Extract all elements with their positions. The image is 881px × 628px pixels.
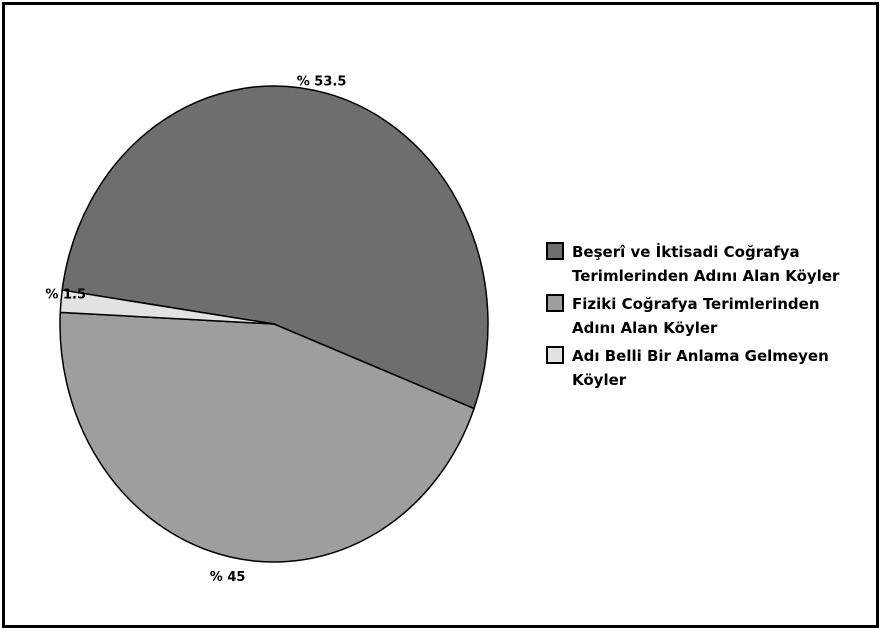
legend-label-line1: Beşerî ve İktisadi Coğrafya xyxy=(572,243,800,261)
legend-swatch xyxy=(546,242,564,260)
legend-swatch xyxy=(546,294,564,312)
legend-label-line2: Köyler xyxy=(572,371,627,389)
legend-label-line1: Fiziki Coğrafya Terimlerinden xyxy=(572,295,820,313)
legend-swatch xyxy=(546,346,564,364)
legend-label-line2: Adını Alan Köyler xyxy=(572,319,718,337)
pie-slice-value-label: % 53.5 xyxy=(297,75,347,90)
legend-item-fiziki: Fiziki Coğrafya Terimlerinden Adını Alan… xyxy=(546,292,866,340)
pie-slice-value-label: % 1.5 xyxy=(45,287,86,302)
pie-slice-value-label: % 45 xyxy=(210,570,246,585)
pie-slice xyxy=(59,289,275,325)
legend-item-anlamsiz: Adı Belli Bir Anlama Gelmeyen Köyler xyxy=(546,344,866,392)
chart-legend: Beşerî ve İktisadi Coğrafya Terimlerinde… xyxy=(546,240,866,396)
legend-label-line2: Terimlerinden Adını Alan Köyler xyxy=(572,267,840,285)
pie-slice xyxy=(59,311,475,563)
legend-item-beseri: Beşerî ve İktisadi Coğrafya Terimlerinde… xyxy=(546,240,866,288)
pie-slice xyxy=(61,85,489,410)
legend-label-line1: Adı Belli Bir Anlama Gelmeyen xyxy=(572,347,829,365)
